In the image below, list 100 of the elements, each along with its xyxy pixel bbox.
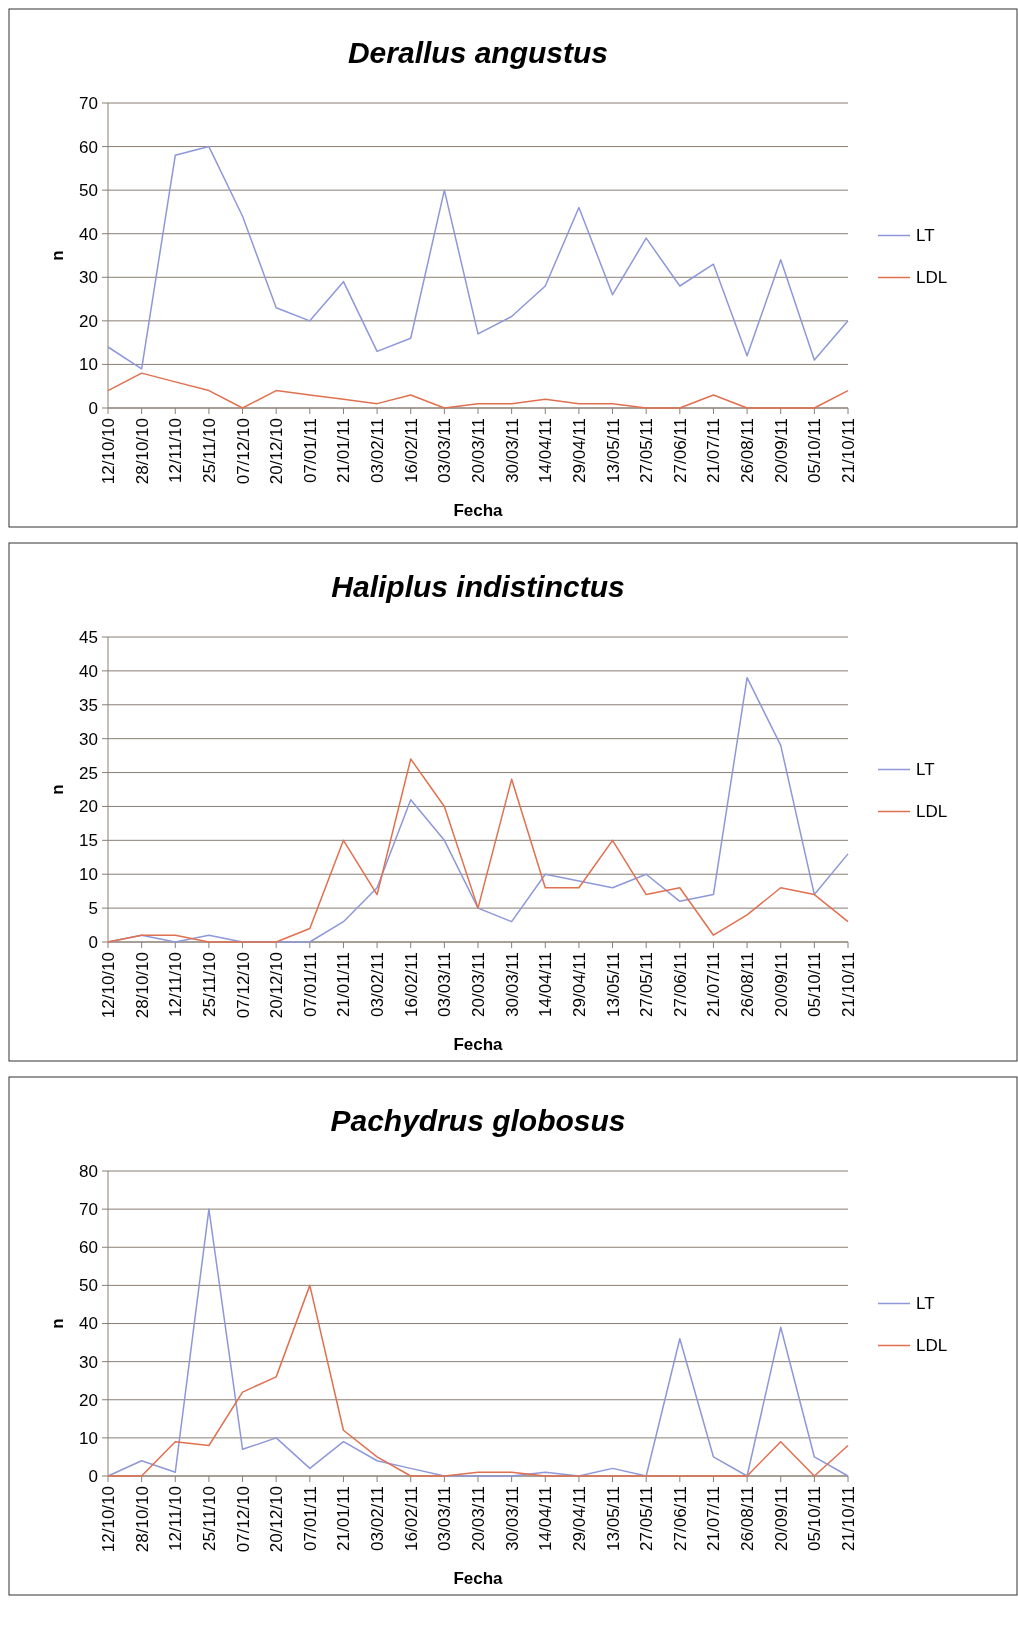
y-tick-label: 35 (79, 695, 98, 715)
legend-label: LT (916, 226, 935, 246)
x-tick-label: 03/02/11 (368, 1486, 388, 1551)
x-tick-label: 16/02/11 (401, 1486, 421, 1551)
x-tick-label: 27/06/11 (670, 1486, 690, 1551)
y-tick-label: 15 (79, 831, 98, 851)
x-tick-label: 21/10/11 (839, 418, 858, 483)
x-tick-label: 20/03/11 (469, 418, 488, 483)
x-tick-label: 12/11/10 (166, 952, 186, 1017)
x-tick-label: 20/03/11 (469, 952, 488, 1017)
x-tick-label: 12/11/10 (166, 418, 186, 483)
y-axis-title: n (48, 784, 67, 795)
x-tick-label: 21/07/11 (704, 952, 724, 1017)
y-tick-label: 30 (79, 268, 98, 288)
x-tick-label: 12/10/10 (99, 952, 118, 1019)
y-tick-label: 50 (79, 1276, 98, 1296)
x-tick-label: 21/07/11 (704, 1486, 724, 1551)
legend-label: LT (916, 1294, 935, 1314)
x-tick-label: 07/01/11 (300, 952, 320, 1017)
x-tick-label: 21/01/11 (334, 1486, 354, 1551)
x-tick-label: 07/01/11 (300, 418, 320, 483)
y-tick-label: 50 (79, 181, 98, 201)
y-axis-title: n (48, 250, 67, 261)
y-tick-label: 10 (79, 865, 98, 885)
y-tick-label: 60 (79, 137, 98, 157)
x-tick-label: 20/09/11 (771, 1486, 791, 1551)
x-tick-label: 21/07/11 (704, 418, 724, 483)
x-tick-label: 07/12/10 (233, 418, 253, 485)
y-tick-label: 40 (79, 1314, 98, 1334)
x-axis-title: Fecha (453, 1569, 504, 1588)
x-tick-label: 20/09/11 (771, 418, 791, 483)
x-tick-label: 21/01/11 (334, 418, 354, 483)
x-tick-label: 13/05/11 (603, 418, 623, 483)
y-tick-label: 60 (79, 1238, 98, 1258)
x-tick-label: 29/04/11 (569, 1486, 589, 1551)
chart-title: Haliplus indistinctus (331, 570, 625, 603)
y-tick-label: 80 (79, 1161, 98, 1181)
x-tick-label: 20/12/10 (267, 418, 287, 485)
x-tick-label: 13/05/11 (603, 1486, 623, 1551)
y-tick-label: 70 (79, 93, 98, 113)
x-tick-label: 25/11/10 (199, 952, 219, 1017)
y-tick-label: 40 (79, 224, 98, 244)
x-tick-label: 25/11/10 (199, 418, 219, 483)
y-axis-title: n (48, 1318, 67, 1329)
chart-title: Derallus angustus (347, 36, 609, 69)
y-tick-label: 40 (79, 661, 98, 681)
x-tick-label: 14/04/11 (536, 418, 556, 483)
y-tick-label: 0 (88, 398, 98, 418)
x-tick-label: 05/10/11 (805, 418, 825, 483)
x-tick-label: 12/10/10 (99, 418, 118, 485)
x-tick-label: 03/03/11 (435, 1486, 455, 1551)
x-tick-label: 27/06/11 (670, 952, 690, 1017)
x-tick-label: 21/10/11 (839, 1486, 858, 1551)
y-tick-label: 25 (79, 763, 98, 783)
y-tick-label: 0 (88, 932, 98, 952)
legend-label: LDL (916, 268, 948, 288)
y-tick-label: 20 (79, 1390, 98, 1410)
x-tick-label: 27/05/11 (637, 1486, 657, 1551)
x-tick-label: 05/10/11 (805, 1486, 825, 1551)
x-tick-label: 27/06/11 (670, 418, 690, 483)
x-tick-label: 27/05/11 (637, 952, 657, 1017)
x-tick-label: 27/05/11 (637, 418, 657, 483)
x-tick-label: 16/02/11 (401, 952, 421, 1017)
chart-title: Pachydrus globosus (330, 1104, 626, 1137)
x-axis-title: Fecha (453, 501, 504, 520)
y-tick-label: 0 (88, 1466, 98, 1486)
x-tick-label: 26/08/11 (738, 418, 758, 483)
x-tick-label: 26/08/11 (738, 1486, 758, 1551)
x-tick-label: 29/04/11 (569, 952, 589, 1017)
x-tick-label: 21/01/11 (334, 952, 354, 1017)
x-tick-label: 07/12/10 (233, 952, 253, 1019)
y-tick-label: 20 (79, 797, 98, 817)
x-tick-label: 12/11/10 (166, 1486, 186, 1551)
y-tick-label: 20 (79, 311, 98, 331)
x-tick-label: 03/02/11 (368, 418, 388, 483)
y-tick-label: 70 (79, 1200, 98, 1220)
x-tick-label: 26/08/11 (738, 952, 758, 1017)
legend-label: LDL (916, 802, 948, 822)
y-tick-label: 45 (79, 627, 98, 647)
y-tick-label: 30 (79, 729, 98, 749)
x-tick-label: 30/03/11 (502, 418, 522, 483)
x-tick-label: 20/12/10 (267, 1486, 287, 1553)
x-tick-label: 28/10/10 (132, 952, 152, 1019)
x-tick-label: 28/10/10 (132, 418, 152, 485)
legend-label: LT (916, 760, 935, 780)
y-tick-label: 30 (79, 1352, 98, 1372)
x-tick-label: 13/05/11 (603, 952, 623, 1017)
x-tick-label: 16/02/11 (401, 418, 421, 483)
x-tick-label: 30/03/11 (502, 1486, 522, 1551)
x-tick-label: 20/03/11 (469, 1486, 488, 1551)
x-tick-label: 20/12/10 (267, 952, 287, 1019)
x-axis-title: Fecha (453, 1035, 504, 1054)
x-tick-label: 28/10/10 (132, 1486, 152, 1553)
x-tick-label: 03/03/11 (435, 418, 455, 483)
x-tick-label: 21/10/11 (839, 952, 858, 1017)
x-tick-label: 20/09/11 (771, 952, 791, 1017)
x-tick-label: 12/10/10 (99, 1486, 118, 1553)
x-tick-label: 03/03/11 (435, 952, 455, 1017)
x-tick-label: 07/12/10 (233, 1486, 253, 1553)
x-tick-label: 14/04/11 (536, 952, 556, 1017)
